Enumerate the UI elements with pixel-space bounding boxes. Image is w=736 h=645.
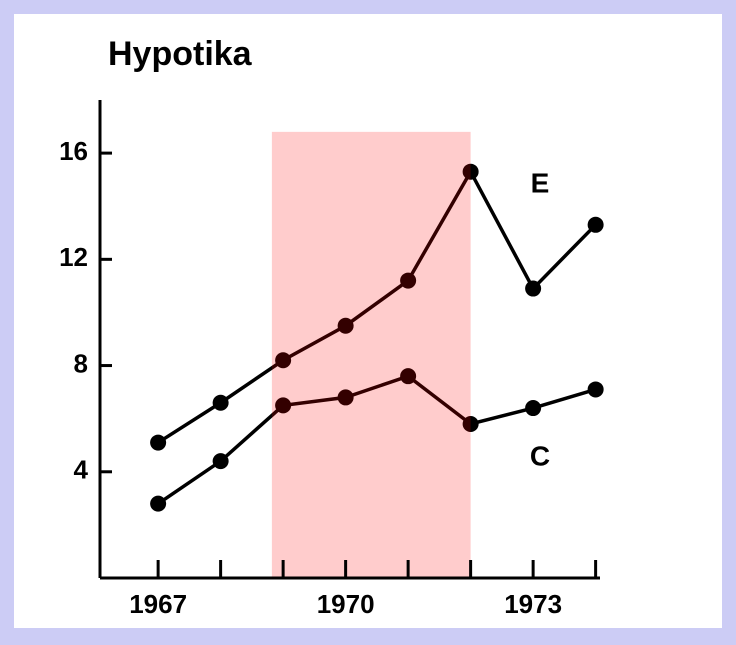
- y-tick-label: 4: [74, 455, 89, 485]
- data-point: [275, 397, 292, 414]
- shaded-region: [271, 131, 471, 578]
- data-point: [400, 272, 417, 289]
- series-line: [157, 168, 597, 445]
- data-point: [525, 400, 542, 417]
- data-point: [150, 434, 167, 451]
- y-tick-label: 16: [59, 136, 88, 166]
- series-label: E: [531, 167, 550, 198]
- data-point: [150, 495, 167, 512]
- y-tick-label: 12: [59, 242, 88, 272]
- chart-title: Hypotika: [108, 35, 253, 73]
- data-point: [525, 280, 542, 297]
- data-point: [462, 163, 479, 180]
- series-label: C: [530, 440, 550, 471]
- data-point: [212, 453, 229, 470]
- data-point: [587, 381, 604, 398]
- data-point: [400, 368, 417, 385]
- plot-background: [14, 14, 722, 628]
- y-tick-label: 8: [74, 348, 88, 378]
- x-tick-label: 1973: [504, 589, 562, 619]
- data-point: [462, 415, 479, 432]
- x-tick-label: 1967: [129, 589, 187, 619]
- data-point: [337, 317, 354, 334]
- data-point: [212, 394, 229, 411]
- series-line: [157, 374, 597, 506]
- data-point: [587, 216, 604, 233]
- data-point: [337, 389, 354, 406]
- x-tick-label: 1970: [317, 589, 375, 619]
- data-point: [275, 352, 292, 369]
